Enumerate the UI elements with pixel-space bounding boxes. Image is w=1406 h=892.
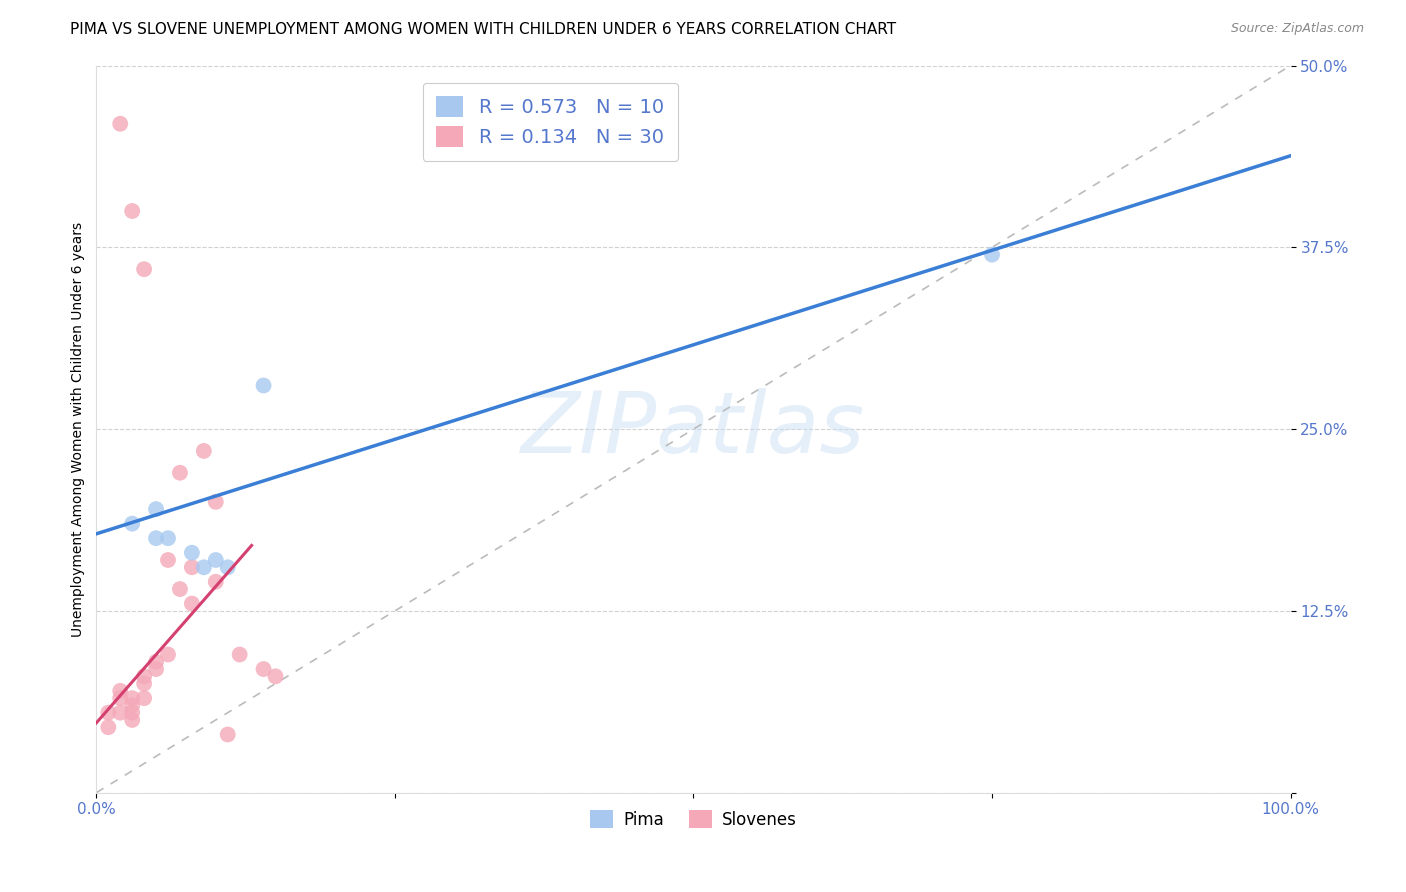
Point (121, 698, 143, 713)
Point (264, 669, 287, 683)
Legend: Pima, Slovenes: Pima, Slovenes (583, 803, 804, 835)
Point (121, 204, 143, 219)
Point (180, 546, 202, 560)
Point (134, 691, 156, 706)
Point (217, 560, 239, 574)
Point (193, 560, 215, 574)
Point (145, 662, 167, 676)
Point (180, 597, 202, 611)
Point (110, 117, 132, 131)
Point (156, 531, 179, 545)
Point (193, 444, 215, 458)
Point (121, 691, 143, 706)
Point (252, 378, 274, 392)
Text: ZIPatlas: ZIPatlas (522, 388, 866, 471)
Point (145, 531, 167, 545)
Point (110, 706, 132, 720)
Point (204, 574, 226, 589)
Point (156, 648, 179, 662)
Point (156, 553, 179, 567)
Point (169, 466, 191, 480)
Point (134, 676, 156, 690)
Point (204, 553, 226, 567)
Point (97, 706, 120, 720)
Y-axis label: Unemployment Among Women with Children Under 6 years: Unemployment Among Women with Children U… (72, 221, 86, 637)
Point (121, 516, 143, 531)
Text: PIMA VS SLOVENE UNEMPLOYMENT AMONG WOMEN WITH CHILDREN UNDER 6 YEARS CORRELATION: PIMA VS SLOVENE UNEMPLOYMENT AMONG WOMEN… (70, 22, 897, 37)
Point (121, 706, 143, 720)
Point (134, 262, 156, 277)
Point (145, 655, 167, 669)
Point (97, 720, 120, 734)
Point (204, 495, 226, 509)
Point (134, 669, 156, 683)
Point (169, 582, 191, 596)
Point (110, 691, 132, 706)
Point (145, 502, 167, 516)
Text: Source: ZipAtlas.com: Source: ZipAtlas.com (1230, 22, 1364, 36)
Point (217, 727, 239, 741)
Point (121, 713, 143, 727)
Point (252, 662, 274, 676)
Point (180, 560, 202, 574)
Point (228, 648, 250, 662)
Point (981, 247, 1004, 261)
Point (110, 684, 132, 698)
